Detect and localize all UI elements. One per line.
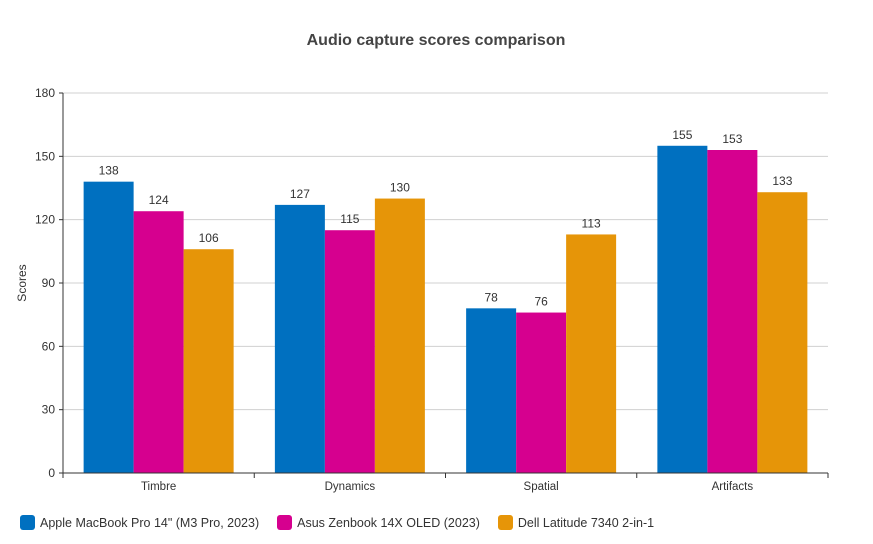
bar [657, 145, 708, 473]
legend-item[interactable]: Asus Zenbook 14X OLED (2023) [277, 515, 480, 530]
data-label: 138 [99, 164, 119, 178]
y-tick-label: 180 [35, 86, 55, 100]
data-label: 155 [672, 128, 692, 142]
bar [274, 204, 325, 473]
x-tick-label: Artifacts [712, 481, 754, 493]
bar [466, 308, 517, 473]
data-label: 124 [149, 193, 169, 207]
legend-label: Asus Zenbook 14X OLED (2023) [297, 515, 480, 530]
bar-chart: Audio capture scores comparison Scores 1… [15, 32, 829, 493]
bar [566, 234, 617, 473]
data-label: 130 [390, 181, 410, 195]
data-label: 127 [290, 187, 310, 201]
legend-label: Dell Latitude 7340 2-in-1 [517, 515, 655, 530]
x-tick-label: Dynamics [325, 481, 376, 493]
data-label: 76 [534, 295, 548, 309]
legend-swatch [497, 515, 513, 530]
bar [83, 181, 134, 473]
bar [374, 198, 425, 474]
data-label: 106 [199, 231, 219, 245]
bar [324, 230, 375, 473]
data-label: 133 [772, 174, 792, 188]
y-tick-label: 0 [48, 466, 55, 480]
y-tick-label: 30 [42, 403, 56, 417]
x-tick-label: Spatial [524, 481, 559, 493]
legend: Apple MacBook Pro 14" (M3 Pro, 2023) Asus… [20, 515, 654, 530]
bar [757, 192, 808, 473]
bar [133, 211, 184, 473]
data-label: 113 [582, 216, 601, 230]
data-label: 153 [722, 132, 742, 146]
legend-swatch [20, 515, 35, 530]
data-label: 78 [484, 290, 498, 304]
legend-item[interactable]: Apple MacBook Pro 14" (M3 Pro, 2023) [20, 515, 259, 530]
legend-item[interactable]: Dell Latitude 7340 2-in-1 [497, 515, 655, 530]
y-tick-label: 150 [35, 149, 55, 163]
legend-swatch [277, 515, 293, 530]
legend-label: Apple MacBook Pro 14" (M3 Pro, 2023) [40, 515, 260, 530]
bar [183, 249, 234, 473]
y-tick-label: 90 [42, 276, 56, 290]
y-tick-label: 120 [35, 213, 55, 227]
bar [707, 150, 758, 473]
chart-title: Audio capture scores comparison [307, 32, 566, 49]
x-tick-label: Timbre [141, 481, 176, 493]
data-label: 115 [340, 212, 359, 226]
y-axis-label: Scores [15, 264, 29, 301]
bar [516, 312, 567, 473]
y-tick-label: 60 [42, 339, 56, 353]
